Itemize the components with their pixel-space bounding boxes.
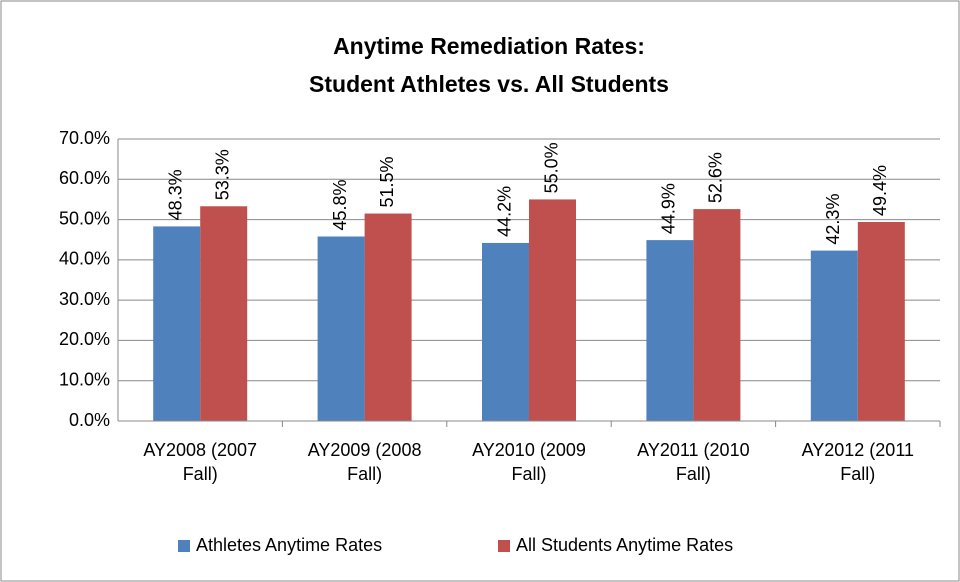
bar xyxy=(317,236,365,421)
bar xyxy=(153,226,201,421)
data-label: 52.6% xyxy=(706,152,726,203)
y-tick-label: 60.0% xyxy=(59,168,110,188)
data-label: 44.2% xyxy=(494,186,514,237)
y-tick-label: 50.0% xyxy=(59,208,110,228)
data-label: 48.3% xyxy=(165,169,185,220)
x-tick-label: AY2008 (2007 Fall) xyxy=(143,440,258,484)
data-label: 42.3% xyxy=(823,194,843,245)
data-label: 53.3% xyxy=(212,149,232,200)
bar xyxy=(482,242,529,421)
legend-label: Athletes Anytime Rates xyxy=(196,535,382,555)
bar xyxy=(529,199,576,421)
bar xyxy=(200,206,248,421)
y-tick-label: 10.0% xyxy=(59,369,110,389)
bar xyxy=(364,213,412,421)
x-tick-label: AY2012 (2011 Fall) xyxy=(801,440,914,484)
y-tick-label: 0.0% xyxy=(69,410,110,430)
data-label: 51.5% xyxy=(377,156,397,207)
bar xyxy=(646,240,694,421)
data-label: 45.8% xyxy=(330,179,350,230)
y-tick-label: 70.0% xyxy=(59,128,110,148)
data-label: 44.9% xyxy=(659,183,679,234)
x-tick-label: AY2010 (2009 Fall) xyxy=(472,440,586,484)
legend-swatch xyxy=(178,540,190,552)
bar xyxy=(810,250,858,421)
chart-title: Student Athletes vs. All Students xyxy=(309,71,669,97)
x-tick-label: AY2011 (2010 Fall) xyxy=(637,440,750,484)
legend-swatch xyxy=(498,540,510,552)
y-tick-label: 40.0% xyxy=(59,249,110,269)
y-tick-label: 30.0% xyxy=(59,289,110,309)
y-tick-label: 20.0% xyxy=(59,329,110,349)
bar xyxy=(693,209,741,421)
legend-label: All Students Anytime Rates xyxy=(516,535,733,555)
data-label: 55.0% xyxy=(541,142,561,193)
bar xyxy=(857,221,905,421)
chart-title: Anytime Remediation Rates: xyxy=(333,33,645,59)
x-tick-label: AY2009 (2008 Fall) xyxy=(307,440,422,484)
data-label: 49.4% xyxy=(870,165,890,216)
